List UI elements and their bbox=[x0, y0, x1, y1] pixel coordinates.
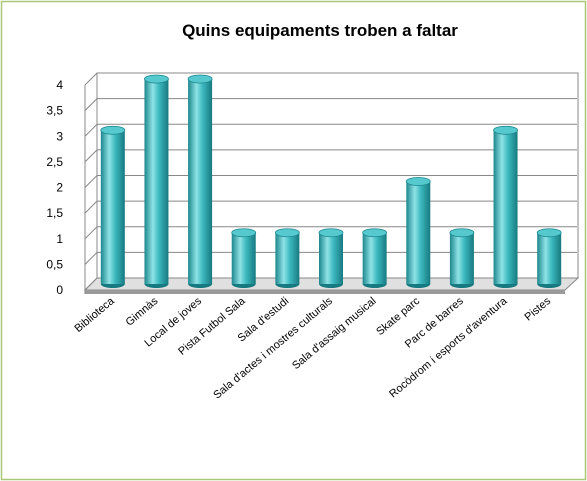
grid-line bbox=[84, 123, 577, 137]
bar bbox=[362, 232, 387, 284]
bar-top bbox=[362, 228, 388, 238]
y-tick-label: 4 bbox=[56, 78, 63, 92]
y-tick-label: 0,5 bbox=[46, 257, 63, 271]
bar bbox=[188, 79, 213, 284]
bar bbox=[319, 232, 343, 284]
bar bbox=[144, 79, 169, 284]
y-tick-label: 0 bbox=[56, 283, 63, 297]
bar bbox=[100, 130, 125, 284]
bar bbox=[493, 130, 518, 284]
bar bbox=[275, 232, 300, 284]
y-tick-label: 1 bbox=[56, 232, 63, 246]
bar-top bbox=[536, 228, 562, 238]
y-tick-label: 2 bbox=[56, 181, 63, 195]
bar-top bbox=[187, 74, 213, 84]
floor-edge bbox=[85, 290, 565, 294]
bar-top bbox=[100, 125, 126, 135]
y-tick-label: 3,5 bbox=[46, 104, 63, 118]
bar-top bbox=[274, 228, 300, 238]
bar-top bbox=[318, 228, 344, 238]
bar-top bbox=[144, 74, 169, 84]
y-tick-label: 2,5 bbox=[46, 155, 63, 169]
bar bbox=[406, 181, 431, 284]
grid-line bbox=[84, 72, 577, 86]
grid-line bbox=[84, 149, 577, 163]
grid-line bbox=[84, 175, 577, 188]
bar bbox=[231, 232, 256, 284]
bar bbox=[449, 232, 474, 284]
bar-top bbox=[493, 125, 518, 135]
bar-top bbox=[449, 228, 475, 238]
bar-top bbox=[405, 177, 431, 186]
y-tick-label: 3 bbox=[56, 129, 63, 143]
bar bbox=[537, 232, 562, 284]
y-tick-label: 1,5 bbox=[46, 206, 63, 220]
grid-line bbox=[84, 98, 577, 111]
chart-title: Quins equipaments troben a faltar bbox=[182, 21, 458, 40]
bar-top bbox=[231, 228, 257, 238]
